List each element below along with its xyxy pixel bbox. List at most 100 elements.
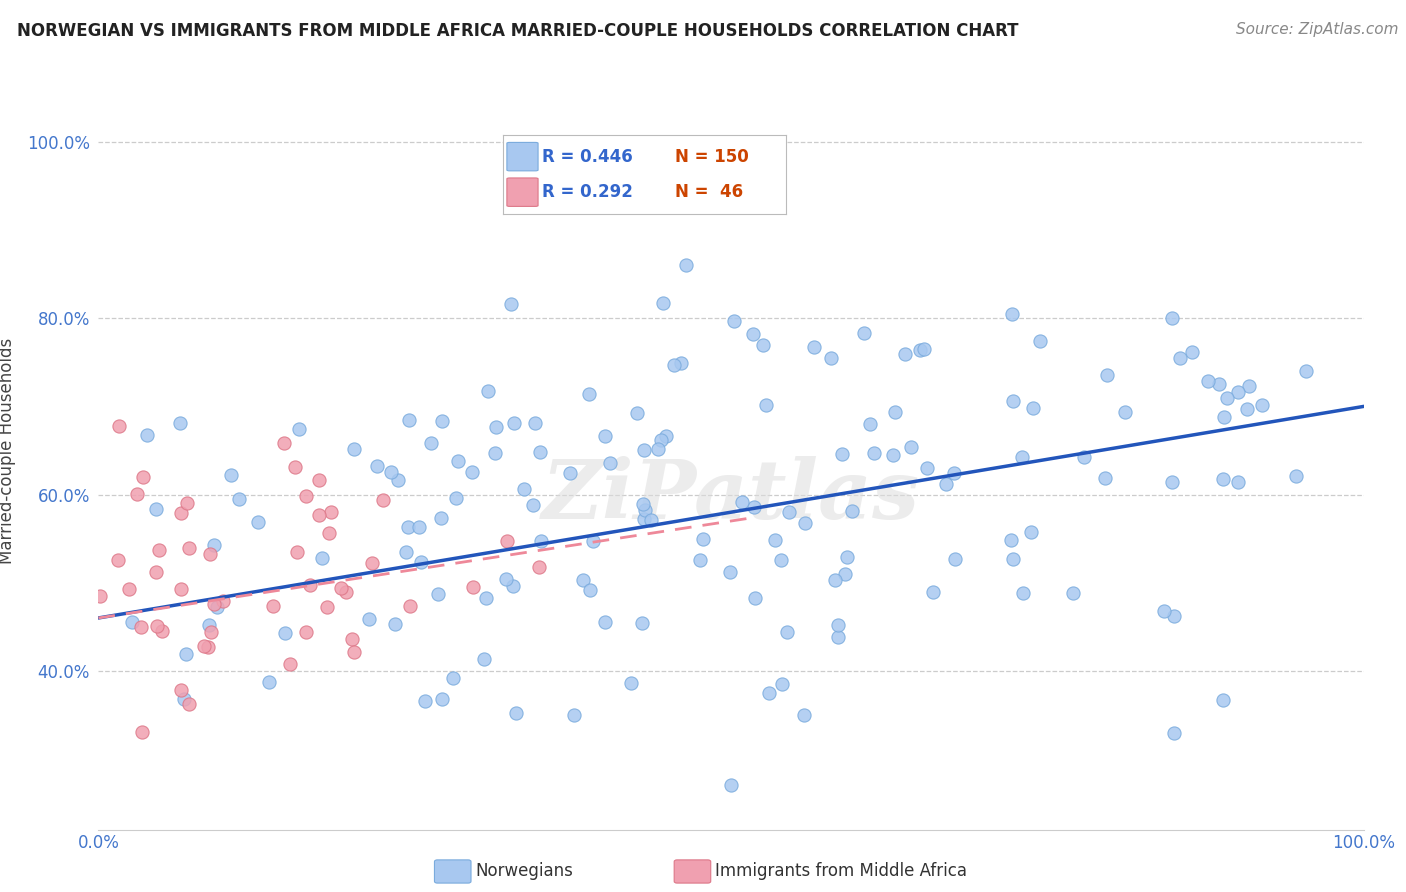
Point <box>131 725 153 739</box>
Point <box>758 686 780 700</box>
Point <box>778 505 800 519</box>
Point <box>943 552 966 566</box>
Point <box>285 545 308 559</box>
Point <box>633 512 655 526</box>
Point <box>503 416 526 430</box>
Point <box>343 645 366 659</box>
Y-axis label: Married-couple Households: Married-couple Households <box>0 337 15 564</box>
Point <box>513 482 536 496</box>
Point <box>408 520 430 534</box>
Text: Immigrants from Middle Africa: Immigrants from Middle Africa <box>716 863 967 880</box>
Point <box>827 618 849 632</box>
Point <box>1029 334 1052 348</box>
Point <box>841 504 863 518</box>
Point <box>148 542 170 557</box>
Point <box>1237 379 1260 393</box>
Point <box>384 617 406 632</box>
Point <box>395 544 418 558</box>
Point <box>1212 693 1234 707</box>
Point <box>146 619 169 633</box>
Point <box>1022 401 1045 416</box>
Point <box>763 533 786 547</box>
Point <box>1197 374 1219 388</box>
Point <box>744 500 766 514</box>
Point <box>820 351 842 366</box>
Point <box>1181 345 1204 359</box>
Point <box>475 591 498 606</box>
Point <box>655 429 678 443</box>
Point <box>943 466 966 480</box>
Point <box>1011 585 1033 599</box>
Point <box>499 297 522 311</box>
Point <box>176 647 198 661</box>
Point <box>295 624 318 639</box>
Point <box>908 343 931 358</box>
Point <box>1216 391 1239 405</box>
Point <box>770 677 793 691</box>
Point <box>371 492 394 507</box>
Point <box>335 585 357 599</box>
Point <box>1001 551 1024 566</box>
Text: Source: ZipAtlas.com: Source: ZipAtlas.com <box>1236 22 1399 37</box>
Point <box>278 657 301 671</box>
Point <box>150 624 173 638</box>
Point <box>894 347 917 361</box>
Point <box>834 566 856 581</box>
Point <box>582 534 605 549</box>
Point <box>562 708 585 723</box>
Point <box>769 553 792 567</box>
Point <box>1073 450 1095 464</box>
Point <box>862 446 884 460</box>
Point <box>527 559 550 574</box>
Point <box>202 538 225 552</box>
Point <box>315 599 337 614</box>
Point <box>917 461 939 475</box>
Point <box>136 427 159 442</box>
Point <box>921 585 943 599</box>
Point <box>900 440 922 454</box>
Point <box>912 342 935 356</box>
Point <box>752 337 775 351</box>
Point <box>127 487 149 501</box>
Point <box>631 496 654 510</box>
Point <box>651 295 673 310</box>
Point <box>599 456 621 470</box>
Point <box>396 520 419 534</box>
Point <box>595 615 617 629</box>
Point <box>619 676 641 690</box>
Point <box>664 359 686 373</box>
Point <box>1001 393 1024 408</box>
Point <box>430 511 453 525</box>
Point <box>1168 351 1191 365</box>
Point <box>219 467 242 482</box>
Point <box>427 586 450 600</box>
Point <box>169 682 191 697</box>
Point <box>1163 609 1185 624</box>
Point <box>463 580 485 594</box>
FancyBboxPatch shape <box>508 143 538 171</box>
Point <box>484 446 506 460</box>
Point <box>1250 398 1272 412</box>
Point <box>852 326 875 340</box>
Point <box>647 442 669 457</box>
Point <box>824 573 846 587</box>
Point <box>1019 525 1042 540</box>
Point <box>1000 307 1022 321</box>
Point <box>177 541 200 555</box>
Point <box>173 691 195 706</box>
Point <box>89 589 111 603</box>
Point <box>631 616 654 631</box>
Point <box>723 314 745 328</box>
Text: ZiPatlas: ZiPatlas <box>543 456 920 536</box>
Point <box>398 412 420 426</box>
Point <box>366 459 388 474</box>
Point <box>578 387 600 401</box>
Point <box>318 526 340 541</box>
Point <box>692 533 714 547</box>
Point <box>399 599 422 614</box>
Point <box>430 414 453 428</box>
Point <box>578 582 600 597</box>
Point <box>731 494 754 508</box>
Point <box>107 419 129 434</box>
Point <box>529 534 551 549</box>
